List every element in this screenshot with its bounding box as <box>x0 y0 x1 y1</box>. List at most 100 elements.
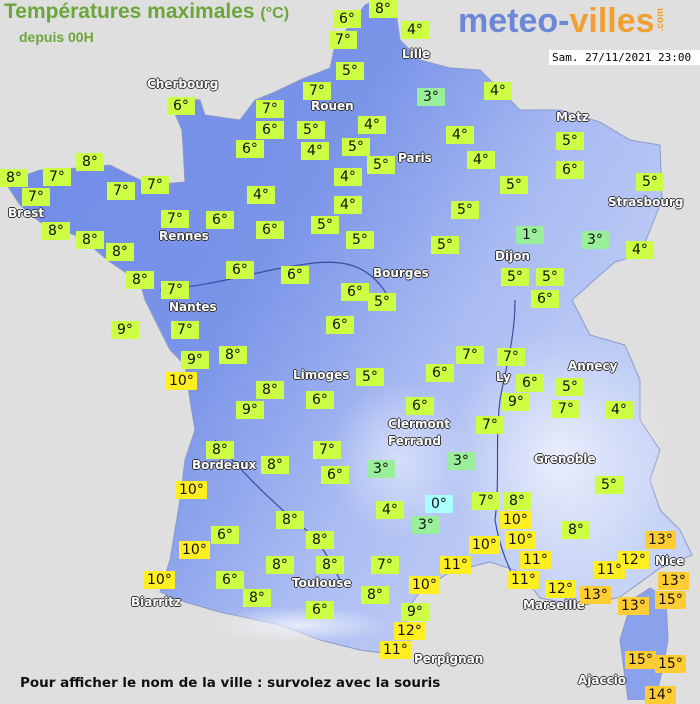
temperature-label[interactable]: 6° <box>256 121 284 139</box>
temperature-label[interactable]: 9° <box>401 603 429 621</box>
temperature-label[interactable]: 11° <box>380 641 411 659</box>
temperature-label[interactable]: 6° <box>281 266 309 284</box>
temperature-label[interactable]: 10° <box>500 511 531 529</box>
temperature-label[interactable]: 9° <box>502 393 530 411</box>
temperature-label[interactable]: 7° <box>22 188 50 206</box>
temperature-label[interactable]: 11° <box>508 571 539 589</box>
temperature-label[interactable]: 6° <box>426 364 454 382</box>
temperature-label[interactable]: 8° <box>76 231 104 249</box>
temperature-label[interactable]: 6° <box>206 211 234 229</box>
meteo-villes-logo[interactable]: meteo-villes.com <box>458 2 666 41</box>
temperature-label[interactable]: 5° <box>451 201 479 219</box>
temperature-label[interactable]: 3° <box>417 88 445 106</box>
temperature-label[interactable]: 8° <box>503 492 531 510</box>
temperature-label[interactable]: 5° <box>500 176 528 194</box>
temperature-label[interactable]: 6° <box>321 466 349 484</box>
temperature-label[interactable]: 3° <box>447 452 475 470</box>
temperature-label[interactable]: 4° <box>605 401 633 419</box>
temperature-label[interactable]: 15° <box>655 655 686 673</box>
temperature-label[interactable]: 5° <box>297 121 325 139</box>
temperature-label[interactable]: 5° <box>342 138 370 156</box>
temperature-label[interactable]: 13° <box>645 531 676 549</box>
temperature-label[interactable]: 7° <box>303 82 331 100</box>
temperature-label[interactable]: 8° <box>219 346 247 364</box>
temperature-label[interactable]: 5° <box>368 293 396 311</box>
temperature-label[interactable]: 6° <box>211 526 239 544</box>
temperature-label[interactable]: 8° <box>276 511 304 529</box>
temperature-label[interactable]: 7° <box>552 400 580 418</box>
temperature-label[interactable]: 8° <box>261 456 289 474</box>
temperature-label[interactable]: 11° <box>440 556 471 574</box>
temperature-label[interactable]: 4° <box>467 151 495 169</box>
temperature-label[interactable]: 4° <box>334 196 362 214</box>
temperature-label[interactable]: 10° <box>176 481 207 499</box>
temperature-label[interactable]: 1° <box>516 226 544 244</box>
temperature-label[interactable]: 6° <box>531 290 559 308</box>
temperature-label[interactable]: 4° <box>334 168 362 186</box>
temperature-label[interactable]: 15° <box>625 651 656 669</box>
temperature-label[interactable]: 6° <box>341 283 369 301</box>
temperature-label[interactable]: 5° <box>356 368 384 386</box>
temperature-label[interactable]: 6° <box>167 97 195 115</box>
temperature-label[interactable]: 5° <box>346 231 374 249</box>
temperature-label[interactable]: 12° <box>618 551 649 569</box>
temperature-label[interactable]: 8° <box>0 169 28 187</box>
temperature-label[interactable]: 8° <box>106 243 134 261</box>
temperature-label[interactable]: 8° <box>369 0 397 18</box>
temperature-label[interactable]: 7° <box>171 321 199 339</box>
temperature-label[interactable]: 6° <box>306 391 334 409</box>
temperature-label[interactable]: 6° <box>556 161 584 179</box>
temperature-label[interactable]: 3° <box>412 516 440 534</box>
temperature-label[interactable]: 7° <box>256 100 284 118</box>
temperature-label[interactable]: 5° <box>501 268 529 286</box>
temperature-label[interactable]: 3° <box>581 231 609 249</box>
temperature-label[interactable]: 8° <box>42 222 70 240</box>
temperature-label[interactable]: 13° <box>618 597 649 615</box>
temperature-label[interactable]: 8° <box>256 381 284 399</box>
temperature-label[interactable]: 6° <box>333 10 361 28</box>
temperature-label[interactable]: 7° <box>161 281 189 299</box>
temperature-label[interactable]: 8° <box>206 441 234 459</box>
temperature-label[interactable]: 5° <box>595 476 623 494</box>
temperature-label[interactable]: 8° <box>361 586 389 604</box>
temperature-label[interactable]: 8° <box>126 271 154 289</box>
temperature-label[interactable]: 15° <box>655 591 686 609</box>
temperature-label[interactable]: 5° <box>431 236 459 254</box>
temperature-label[interactable]: 4° <box>484 82 512 100</box>
temperature-label[interactable]: 6° <box>226 261 254 279</box>
temperature-label[interactable]: 13° <box>658 572 689 590</box>
temperature-label[interactable]: 10° <box>409 576 440 594</box>
temperature-label[interactable]: 7° <box>472 492 500 510</box>
temperature-label[interactable]: 5° <box>336 62 364 80</box>
temperature-label[interactable]: 4° <box>626 241 654 259</box>
temperature-label[interactable]: 12° <box>394 622 425 640</box>
temperature-label[interactable]: 0° <box>425 495 453 513</box>
temperature-label[interactable]: 10° <box>166 372 197 390</box>
temperature-label[interactable]: 7° <box>456 346 484 364</box>
temperature-label[interactable]: 10° <box>179 541 210 559</box>
temperature-label[interactable]: 5° <box>367 156 395 174</box>
temperature-label[interactable]: 6° <box>306 601 334 619</box>
temperature-label[interactable]: 7° <box>329 31 357 49</box>
temperature-label[interactable]: 5° <box>556 378 584 396</box>
temperature-label[interactable]: 8° <box>243 589 271 607</box>
temperature-label[interactable]: 13° <box>580 586 611 604</box>
temperature-label[interactable]: 5° <box>536 268 564 286</box>
temperature-label[interactable]: 6° <box>216 571 244 589</box>
temperature-label[interactable]: 9° <box>111 321 139 339</box>
temperature-label[interactable]: 7° <box>43 168 71 186</box>
temperature-label[interactable]: 9° <box>236 401 264 419</box>
temperature-label[interactable]: 5° <box>636 173 664 191</box>
temperature-label[interactable]: 8° <box>316 556 344 574</box>
temperature-label[interactable]: 10° <box>505 531 536 549</box>
temperature-label[interactable]: 7° <box>371 556 399 574</box>
temperature-label[interactable]: 4° <box>376 501 404 519</box>
temperature-label[interactable]: 4° <box>358 116 386 134</box>
temperature-label[interactable]: 14° <box>645 686 676 704</box>
temperature-label[interactable]: 3° <box>367 460 395 478</box>
temperature-label[interactable]: 6° <box>406 397 434 415</box>
temperature-label[interactable]: 8° <box>306 531 334 549</box>
temperature-label[interactable]: 6° <box>326 316 354 334</box>
temperature-label[interactable]: 7° <box>107 182 135 200</box>
temperature-label[interactable]: 7° <box>161 210 189 228</box>
